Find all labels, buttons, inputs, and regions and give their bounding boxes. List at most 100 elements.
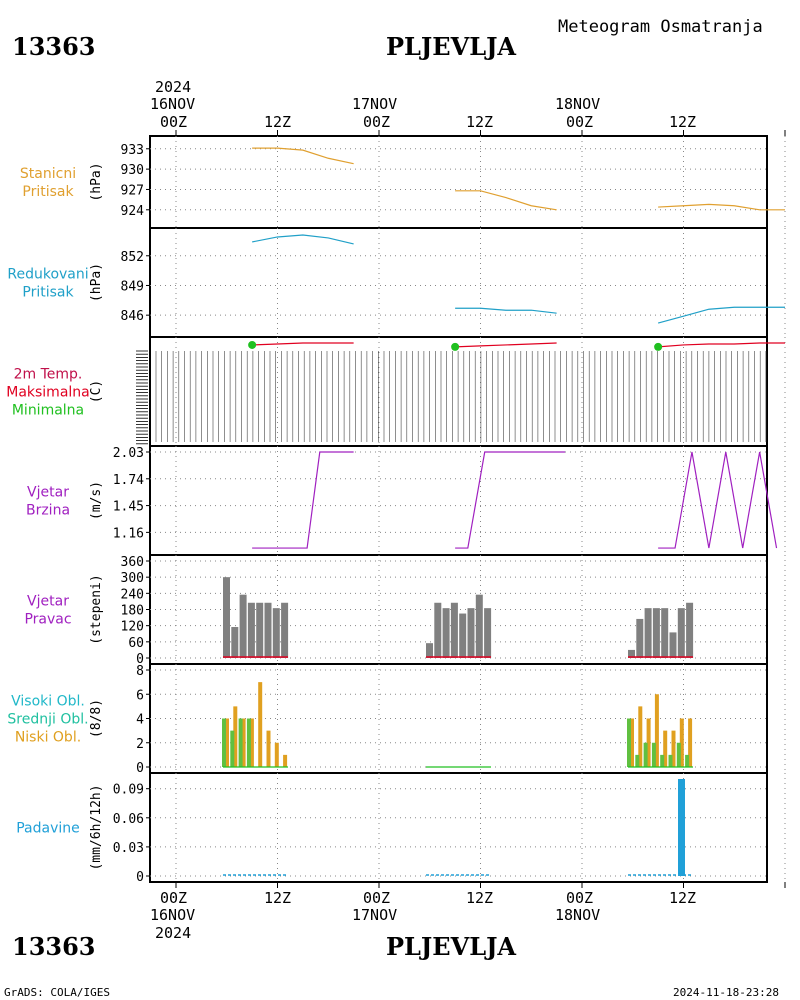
series-line-reduced-pressure: [252, 234, 354, 245]
wind-direction-bar: [686, 602, 694, 658]
panel-label-reduced-pressure: Redukovani: [7, 267, 88, 283]
series-line-station-pressure: [252, 147, 354, 165]
ytick-label: 8: [136, 664, 144, 679]
low-cloud-bar: [671, 730, 676, 767]
series-line-reduced-pressure: [657, 306, 785, 324]
panel-frame-wind-speed: [149, 445, 768, 556]
top-tick-2: 12Z: [264, 113, 291, 131]
top-date-2: 17NOV: [352, 95, 397, 113]
top-tick-4: 12Z: [466, 113, 493, 131]
wind-direction-bar: [264, 602, 272, 658]
panel-label-temperature: Minimalna: [12, 403, 84, 419]
panel-frame-precipitation: [149, 772, 768, 883]
low-cloud-bar: [249, 718, 254, 767]
mid-cloud-bar: [643, 742, 648, 767]
panel-label-precipitation: Padavine: [16, 821, 80, 837]
ytick-label: 0: [136, 870, 144, 885]
bottom-tick-6: 12Z: [669, 889, 696, 907]
low-cloud-bar: [241, 718, 246, 767]
wind-direction-bar: [644, 608, 652, 658]
min-temp-point: [654, 342, 663, 351]
series-line-wind-speed: [252, 451, 354, 549]
ytick-label: 852: [121, 250, 144, 265]
ytick-label: 2: [136, 737, 144, 752]
wind-direction-bar: [256, 602, 264, 658]
wind-direction-bar: [434, 602, 442, 658]
low-cloud-bar: [679, 718, 684, 767]
wind-direction-bar: [239, 594, 247, 658]
panel-label-wind-speed: Brzina: [26, 503, 70, 519]
wind-direction-bar: [467, 608, 475, 658]
top-tick-3: 00Z: [363, 113, 390, 131]
low-cloud-bar: [630, 718, 634, 767]
panel-frame-reduced-pressure: [149, 227, 768, 338]
wind-direction-bar: [442, 608, 450, 658]
top-tick-6: 12Z: [669, 113, 696, 131]
generated-timestamp: 2024-11-18-23:28: [673, 986, 779, 999]
panel-label-reduced-pressure: Pritisak: [22, 285, 74, 301]
wind-direction-bar: [484, 608, 492, 658]
ytick-label: 2.03: [113, 446, 144, 461]
ytick-label: 849: [121, 279, 144, 294]
low-cloud-bar: [283, 754, 288, 767]
min-temp-point: [248, 340, 257, 349]
bottom-tick-4: 12Z: [466, 889, 493, 907]
panels-layer: 933 930 927 924 (hPa) Stanicni Pritisak 852 849 8…: [6, 130, 786, 888]
station-name-top: PLJEVLJA: [386, 32, 516, 61]
low-cloud-bar: [654, 694, 659, 767]
series-line-wind-speed: [658, 451, 778, 549]
min-temp-point: [451, 342, 460, 351]
ytick-label: 60: [128, 636, 144, 651]
ytick-label: 240: [121, 587, 144, 602]
panel-label-temperature: Maksimalna: [6, 385, 90, 401]
top-tick-5: 00Z: [566, 113, 593, 131]
bottom-date-3: 18NOV: [555, 906, 600, 924]
panel-label-station-pressure: Stanicni: [20, 166, 76, 182]
bottom-tick-5: 00Z: [566, 889, 593, 907]
panel-label-cloud: Srednji Obl.: [7, 712, 88, 728]
top-tick-1: 00Z: [160, 113, 187, 131]
low-cloud-bar: [638, 706, 643, 767]
wind-direction-bar: [669, 632, 677, 658]
mid-cloud-bar: [230, 730, 235, 767]
wind-direction-bar: [281, 602, 289, 658]
chart-title: Meteogram Osmatranja: [558, 17, 763, 37]
station-id-bottom: 13363: [12, 932, 96, 961]
mid-cloud-bar: [627, 718, 631, 767]
wind-direction-bar: [652, 608, 660, 658]
ylabel-cloud: (8/8): [89, 699, 104, 738]
ytick-label: 0: [136, 652, 144, 667]
ylabel-wind-speed: (m/s): [89, 481, 104, 520]
wind-direction-bar: [450, 602, 458, 658]
ylabel-reduced-pressure: (hPa): [89, 263, 104, 302]
bottom-tick-1: 00Z: [160, 889, 187, 907]
bottom-date-2: 17NOV: [352, 906, 397, 924]
series-line-temperature: [455, 342, 557, 348]
bottom-tick-2: 12Z: [264, 889, 291, 907]
wind-direction-bar: [628, 649, 635, 658]
low-cloud-bar: [646, 718, 651, 767]
panel-label-station-pressure: Pritisak: [22, 184, 74, 200]
low-cloud-bar: [274, 742, 279, 767]
ytick-label: 300: [121, 571, 144, 586]
station-id-top: 13363: [12, 32, 96, 61]
ylabel-temperature: (C): [89, 380, 104, 403]
panel-label-cloud: Niski Obl.: [15, 730, 81, 746]
ytick-label: 1.74: [113, 473, 144, 488]
wind-direction-bar: [231, 627, 239, 658]
mid-cloud-bar: [668, 754, 673, 767]
ytick-label: 924: [121, 204, 145, 219]
mid-cloud-bar: [222, 718, 226, 767]
ytick-label: 846: [121, 309, 144, 324]
bottom-tick-3: 00Z: [363, 889, 390, 907]
ytick-label: 120: [121, 620, 144, 635]
low-cloud-bar: [663, 730, 668, 767]
ytick-label: 933: [121, 143, 144, 158]
series-line-station-pressure: [658, 203, 785, 211]
top-date-3: 18NOV: [555, 95, 600, 113]
low-cloud-bar: [225, 718, 229, 767]
ylabel-wind-direction: (stepeni): [89, 574, 104, 644]
top-date-1: 16NOV: [150, 95, 195, 113]
